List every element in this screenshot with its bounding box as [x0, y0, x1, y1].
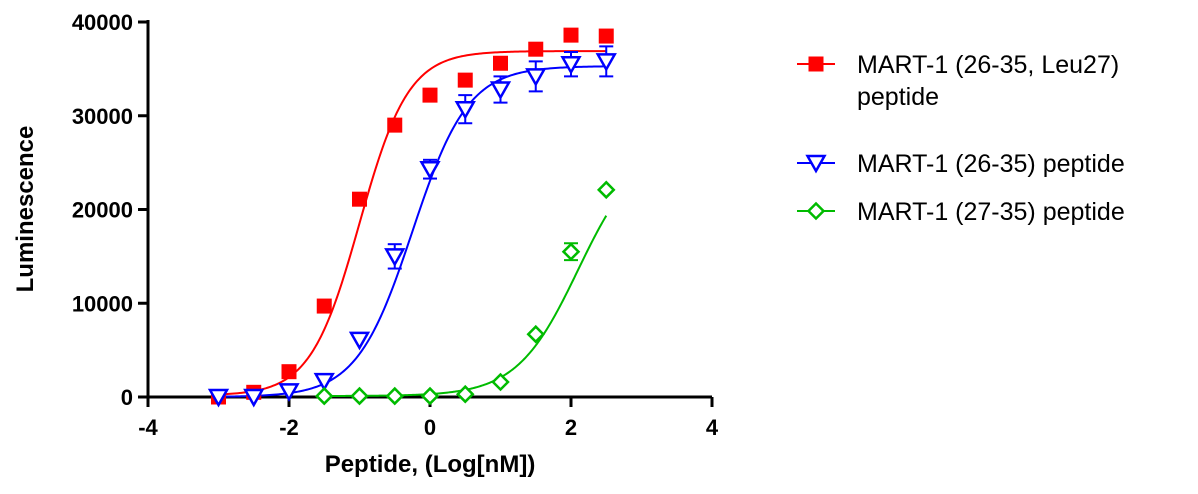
data-point [348, 331, 371, 351]
fit-curves [218, 50, 608, 398]
legend-marker [808, 56, 824, 72]
data-point [526, 324, 546, 344]
error-bars [387, 45, 614, 270]
x-ticks: -4 -2 0 2 4 [138, 397, 719, 440]
y-axis-title: Luminescence [12, 126, 39, 293]
legend-label: MART-1 (26-35, Leu27) peptide [857, 51, 1119, 111]
data-point [420, 386, 440, 406]
data-point [455, 384, 475, 404]
data-point [281, 364, 297, 380]
data-points [207, 27, 617, 408]
data-point [350, 386, 369, 406]
data-point [387, 117, 403, 133]
x-tick-label: -2 [279, 415, 299, 440]
data-point [563, 27, 579, 43]
data-point [422, 87, 438, 103]
y-tick-label: 10000 [72, 291, 133, 316]
y-tick-label: 30000 [72, 104, 133, 129]
data-point [528, 41, 544, 57]
legend-marker [805, 154, 827, 174]
data-point [314, 386, 334, 406]
legend-label: MART-1 (26-35) peptide [857, 150, 1125, 178]
data-point [313, 372, 335, 392]
data-point [595, 53, 617, 72]
data-point [419, 160, 441, 180]
data-point [454, 100, 476, 120]
data-point [352, 191, 367, 207]
y-tick-label: 0 [121, 385, 133, 410]
data-point [384, 248, 406, 267]
x-tick-label: 0 [424, 415, 436, 440]
data-point [561, 242, 581, 261]
y-tick-label: 20000 [72, 198, 133, 223]
y-ticks: 0 10000 20000 30000 40000 [72, 10, 148, 410]
legend-marker [806, 201, 826, 221]
x-tick-label: 4 [706, 415, 719, 440]
x-axis-title: Peptide, (Log[nM]) [325, 451, 536, 478]
data-point [278, 383, 300, 402]
data-point [491, 372, 510, 392]
x-tick-label: 2 [565, 415, 577, 440]
data-point [560, 55, 582, 75]
data-point [316, 298, 332, 314]
plot-area: -4 -2 0 2 4 0 10000 20000 30000 40000 [72, 10, 719, 440]
data-point [598, 28, 614, 44]
x-tick-label: -4 [138, 415, 158, 440]
data-point [493, 55, 508, 71]
y-tick-label: 40000 [72, 10, 133, 35]
fit-curve [218, 65, 607, 398]
data-point [596, 180, 616, 200]
fit-curve [324, 215, 608, 397]
data-point [489, 81, 512, 101]
data-point [207, 388, 230, 408]
data-point [243, 388, 265, 408]
legend-label: MART-1 (27-35) peptide [857, 198, 1125, 226]
data-point [385, 386, 405, 406]
data-point [525, 68, 547, 87]
data-point [457, 72, 473, 88]
legend: MART-1 (26-35, Leu27) peptide MART-1 (26-3… [797, 51, 1125, 226]
fit-curve [218, 50, 607, 396]
